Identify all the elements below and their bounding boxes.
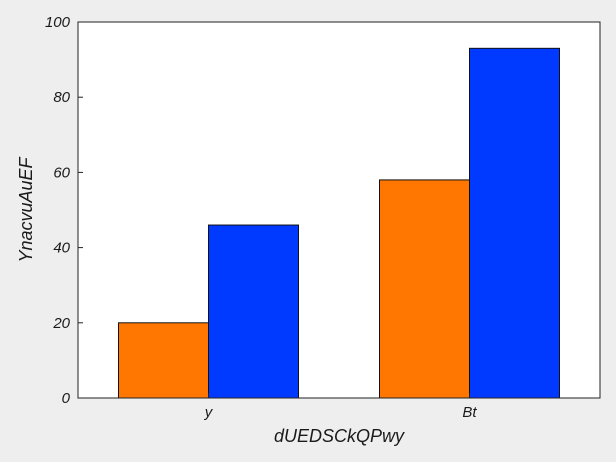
x-axis-ticks: y Bt: [204, 393, 477, 421]
y-tick-label: 60: [53, 164, 70, 181]
x-axis-label: dUEDSCkQPwy: [274, 426, 405, 446]
y-tick-label: 20: [52, 315, 70, 332]
x-tick-label: y: [204, 404, 214, 421]
bar-series2-Bt: [469, 47, 560, 399]
x-tick-label: Bt: [462, 404, 477, 421]
bars-group: [118, 47, 560, 399]
bar-series2-y: [208, 224, 299, 399]
plot-frame: [77, 21, 601, 399]
bar-series1-y: [118, 322, 209, 399]
y-tick-label: 40: [53, 240, 70, 257]
bar-series1-Bt: [379, 179, 470, 399]
y-tick-label: 100: [45, 14, 71, 31]
y-tick-label: 0: [62, 390, 71, 407]
y-axis-ticks: 0 20 40 60 80 100: [45, 14, 83, 407]
y-axis-label: YnacvuAuEF: [16, 156, 36, 262]
y-tick-label: 80: [53, 89, 70, 106]
